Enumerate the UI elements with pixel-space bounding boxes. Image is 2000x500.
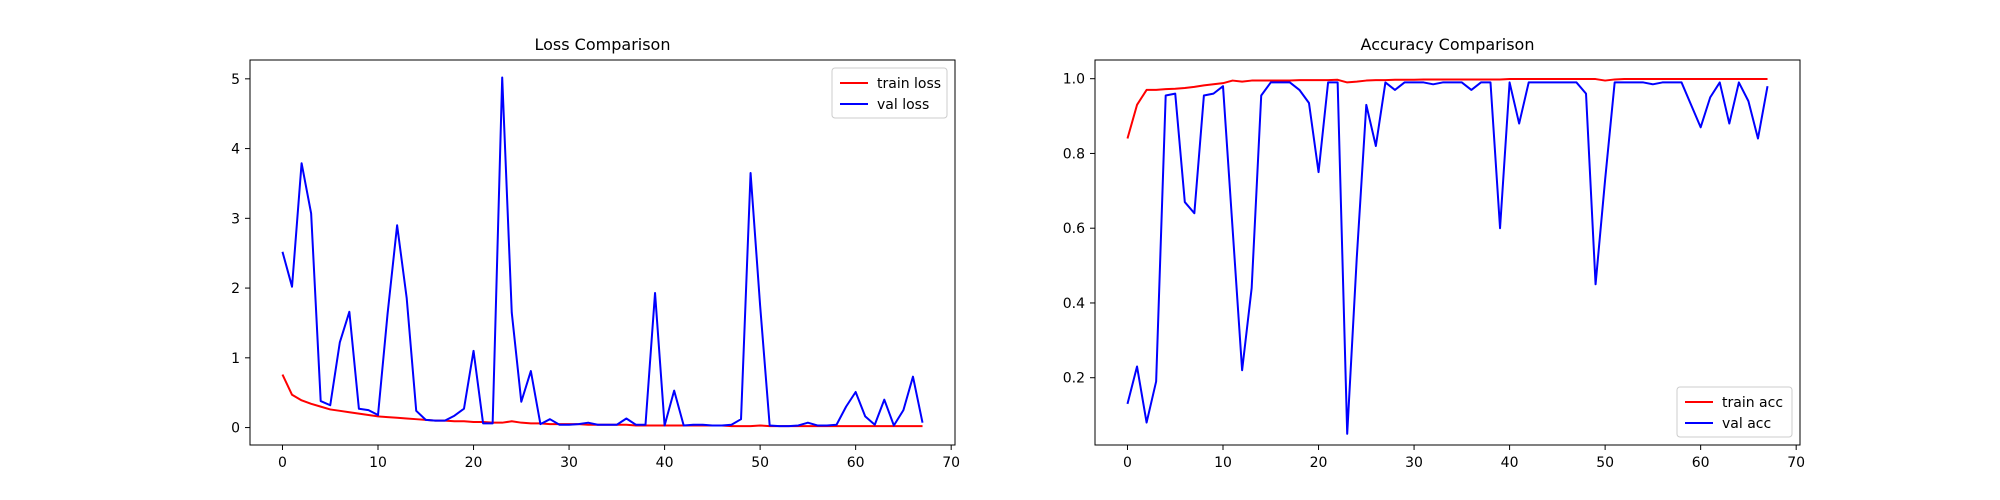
accuracy-series-train-line <box>1126 78 1768 139</box>
accuracy-y-tick-label: 0.6 <box>1063 221 1085 237</box>
accuracy-plot-lines <box>1126 78 1769 435</box>
loss-x-tick-label: 10 <box>369 455 387 471</box>
loss-x-tick-label: 0 <box>278 455 287 471</box>
loss-y-tick-label: 0 <box>231 421 240 437</box>
accuracy-x-tick-label: 70 <box>1787 455 1805 471</box>
loss-series-val-line <box>281 76 924 428</box>
loss-legend-label-val: val loss <box>877 97 929 113</box>
accuracy-plot-frame <box>1094 59 1801 446</box>
loss-chart-title: Loss Comparison <box>535 35 671 54</box>
accuracy-x-tick-label: 10 <box>1214 455 1232 471</box>
accuracy-x-tick-label: 30 <box>1405 455 1423 471</box>
loss-legend: train loss val loss <box>831 67 948 119</box>
accuracy-legend: train acc val acc <box>1676 386 1793 438</box>
accuracy-series-val-line <box>1126 81 1769 435</box>
accuracy-legend-label-val: val acc <box>1722 416 1771 432</box>
loss-x-tick-label: 40 <box>656 455 674 471</box>
accuracy-y-tick-label: 1.0 <box>1063 72 1085 88</box>
accuracy-chart-title: Accuracy Comparison <box>1361 35 1535 54</box>
loss-x-tick-label: 70 <box>942 455 960 471</box>
loss-y-tick-label: 4 <box>231 142 240 158</box>
loss-legend-label-train: train loss <box>877 76 941 92</box>
loss-plot-frame <box>249 59 956 446</box>
loss-x-tick-label: 30 <box>560 455 578 471</box>
accuracy-y-tick-label: 0.4 <box>1063 296 1085 312</box>
accuracy-y-tick-label: 0.8 <box>1063 146 1085 162</box>
accuracy-x-tick-label: 20 <box>1310 455 1328 471</box>
loss-x-tick-label: 50 <box>751 455 769 471</box>
loss-x-tick-label: 20 <box>465 455 483 471</box>
loss-plot-lines <box>281 76 924 428</box>
accuracy-x-tick-label: 40 <box>1501 455 1519 471</box>
loss-y-tick-label: 2 <box>231 281 240 297</box>
accuracy-x-tick-label: 0 <box>1123 455 1132 471</box>
loss-legend-box <box>831 67 948 119</box>
loss-y-tick-label: 3 <box>231 211 240 227</box>
loss-chart: Loss Comparison 0 10 20 30 40 50 60 70 0 1 2 3 4 5 tr… <box>231 35 960 471</box>
accuracy-chart: Accuracy Comparison 0 10 20 30 40 50 60 70 0.2 0.… <box>1063 35 1805 471</box>
loss-y-tick-label: 5 <box>231 72 240 88</box>
loss-axis-ticks: 0 10 20 30 40 50 60 70 0 1 2 3 4 5 <box>231 72 960 471</box>
accuracy-x-tick-label: 50 <box>1596 455 1614 471</box>
loss-y-tick-label: 1 <box>231 351 240 367</box>
accuracy-legend-box <box>1676 386 1793 438</box>
accuracy-y-tick-label: 0.2 <box>1063 371 1085 387</box>
accuracy-axis-ticks: 0 10 20 30 40 50 60 70 0.2 0.4 0.6 0.8 1.0 <box>1063 72 1805 471</box>
accuracy-legend-label-train: train acc <box>1722 395 1783 411</box>
accuracy-x-tick-label: 60 <box>1692 455 1710 471</box>
loss-x-tick-label: 60 <box>847 455 865 471</box>
